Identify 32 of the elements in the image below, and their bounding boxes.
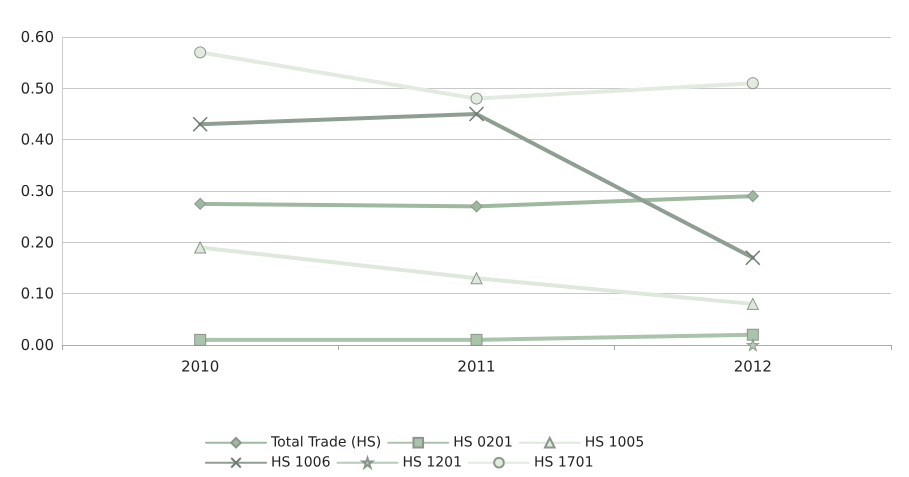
x-tick-label: 2010	[181, 358, 220, 376]
point	[746, 190, 759, 202]
y-tick-label: 0.30	[20, 182, 54, 200]
point	[192, 116, 208, 132]
x-tick-label: 2012	[734, 358, 772, 376]
point	[470, 334, 482, 346]
point	[194, 241, 206, 254]
legend-label: HS 1005	[584, 434, 644, 451]
point	[470, 92, 482, 105]
y-tick-label: 0.40	[20, 130, 54, 149]
point	[746, 77, 759, 90]
point	[746, 298, 759, 310]
point	[746, 339, 759, 351]
point	[468, 106, 484, 122]
point	[470, 200, 482, 212]
legend-label: HS 1006	[271, 454, 331, 471]
legend-label: Total Trade (HS)	[270, 434, 382, 451]
y-tick-label: 0.50	[20, 79, 54, 98]
legend-label: HS 1701	[534, 454, 594, 471]
point	[194, 46, 206, 58]
y-tick-label: 0.00	[20, 336, 54, 354]
point	[194, 334, 206, 346]
point	[746, 328, 759, 341]
legend-label: HS 1201	[402, 454, 462, 471]
point	[470, 272, 482, 284]
point	[745, 250, 761, 266]
y-tick-label: 0.20	[20, 233, 54, 252]
y-tick-label: 0.60	[20, 28, 54, 46]
x-tick-label: 2011	[457, 358, 496, 376]
point	[194, 198, 206, 210]
y-tick-label: 0.10	[20, 284, 54, 303]
legend-label: HS 0201	[453, 434, 513, 451]
